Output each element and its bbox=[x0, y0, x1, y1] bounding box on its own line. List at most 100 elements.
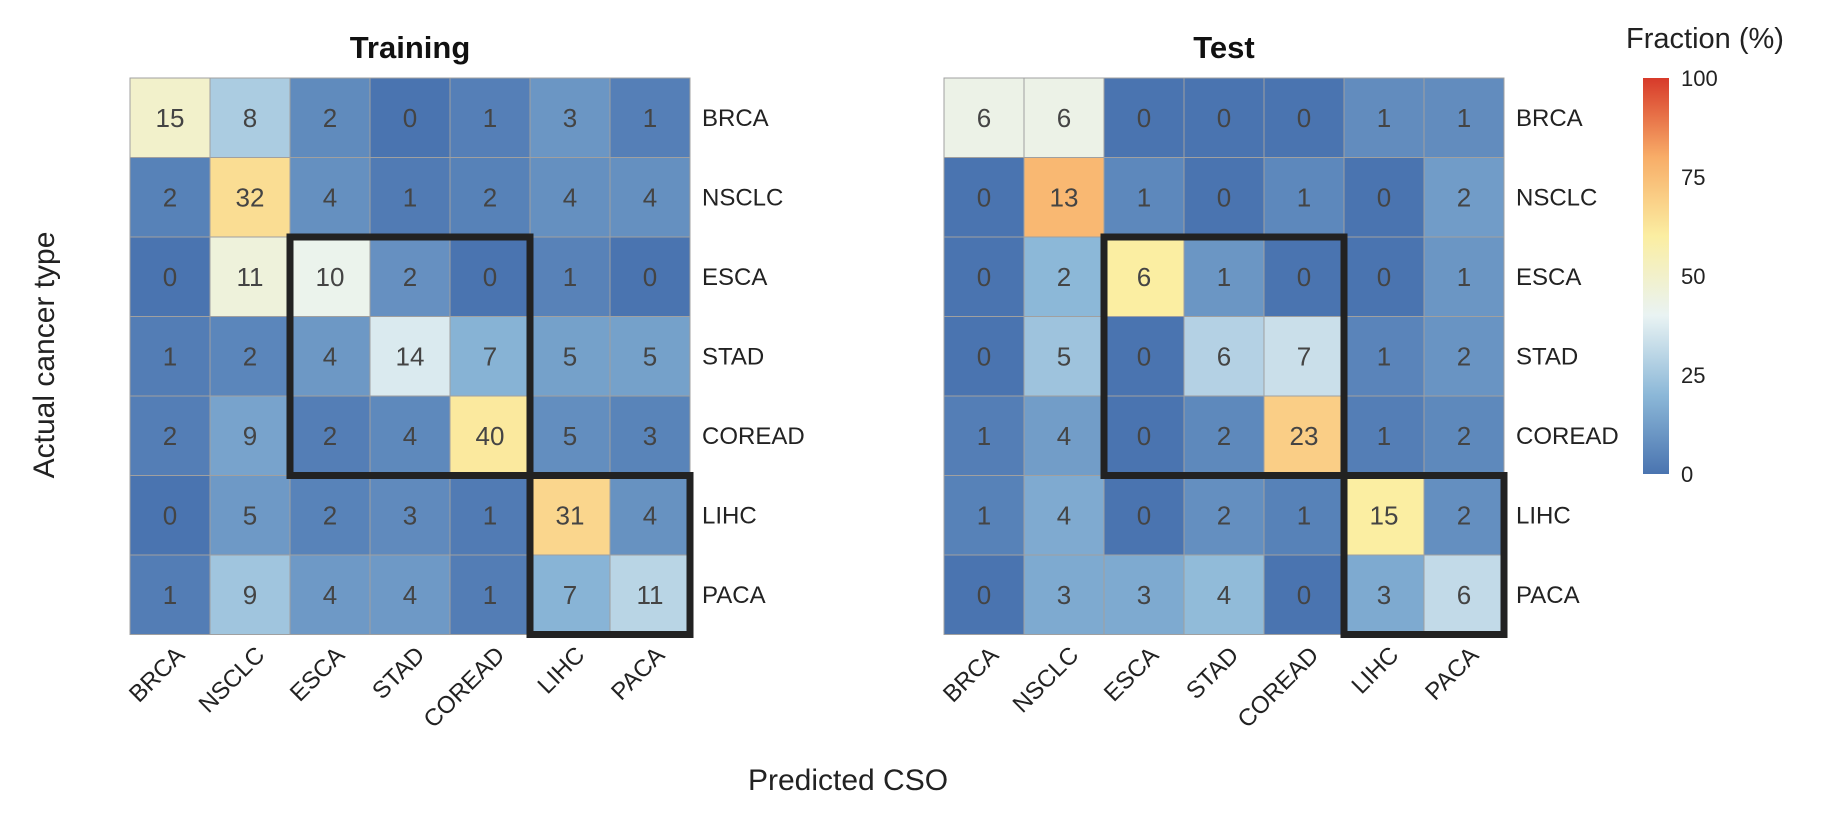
row-label: PACA bbox=[1516, 582, 1580, 609]
cell-value: 2 bbox=[1457, 500, 1471, 530]
heatmap-cell bbox=[129, 554, 211, 635]
heatmap-cell bbox=[449, 475, 531, 556]
cell-value: 3 bbox=[563, 103, 577, 133]
heatmap-cell bbox=[1183, 77, 1265, 158]
cell-value: 11 bbox=[637, 580, 664, 610]
heatmap-cell bbox=[1023, 236, 1105, 317]
cell-value: 1 bbox=[563, 262, 577, 292]
heatmap-cell bbox=[1343, 236, 1425, 317]
heatmap-cell bbox=[1263, 77, 1345, 158]
row-label: COREAD bbox=[1516, 423, 1619, 450]
cell-value: 0 bbox=[1377, 182, 1391, 212]
heatmap-cell bbox=[289, 236, 371, 317]
cell-value: 1 bbox=[163, 341, 177, 371]
cell-value: 40 bbox=[476, 421, 505, 451]
legend-tick-label: 25 bbox=[1681, 363, 1705, 388]
heatmap-cell bbox=[943, 157, 1025, 238]
row-label: LIHC bbox=[702, 502, 757, 529]
cell-value: 1 bbox=[1377, 103, 1391, 133]
heatmap-cell bbox=[1343, 554, 1425, 635]
cell-value: 2 bbox=[243, 341, 257, 371]
cell-value: 2 bbox=[1457, 341, 1471, 371]
heatmap-cell bbox=[369, 554, 451, 635]
highlight-box bbox=[1340, 472, 1508, 638]
cell-value: 4 bbox=[1057, 421, 1071, 451]
cell-value: 5 bbox=[643, 341, 657, 371]
row-label: LIHC bbox=[1516, 502, 1571, 529]
cell-value: 0 bbox=[977, 580, 991, 610]
cell-value: 2 bbox=[323, 421, 337, 451]
cell-value: 4 bbox=[643, 182, 657, 212]
heatmap-cell bbox=[1263, 157, 1345, 238]
cell-value: 8 bbox=[243, 103, 257, 133]
cell-value: 1 bbox=[1377, 341, 1391, 371]
cell-value: 4 bbox=[323, 182, 337, 212]
heatmap-cell bbox=[209, 77, 291, 158]
row-label: STAD bbox=[702, 343, 764, 370]
cell-value: 0 bbox=[483, 262, 497, 292]
cell-value: 1 bbox=[977, 421, 991, 451]
cell-value: 6 bbox=[1457, 580, 1471, 610]
heatmap-cell bbox=[1423, 475, 1505, 556]
heatmap-cell bbox=[449, 554, 531, 635]
cell-value: 9 bbox=[243, 580, 257, 610]
column-label: BRCA bbox=[124, 642, 190, 708]
cell-value: 23 bbox=[1290, 421, 1319, 451]
cell-value: 31 bbox=[556, 500, 585, 530]
cell-value: 0 bbox=[977, 182, 991, 212]
heatmap-cell bbox=[609, 395, 691, 476]
heatmap-cell bbox=[289, 77, 371, 158]
cell-value: 1 bbox=[1137, 182, 1151, 212]
cell-value: 1 bbox=[403, 182, 417, 212]
cell-value: 0 bbox=[1297, 103, 1311, 133]
heatmap-cell bbox=[943, 77, 1025, 158]
cell-value: 2 bbox=[1457, 182, 1471, 212]
cell-value: 2 bbox=[323, 500, 337, 530]
row-label: BRCA bbox=[702, 105, 769, 132]
cell-value: 32 bbox=[236, 182, 265, 212]
cell-value: 9 bbox=[243, 421, 257, 451]
cell-value: 1 bbox=[483, 580, 497, 610]
heatmap-cell bbox=[209, 475, 291, 556]
cell-value: 0 bbox=[163, 262, 177, 292]
heatmap-cell bbox=[1343, 157, 1425, 238]
cell-value: 4 bbox=[1057, 500, 1071, 530]
cell-value: 5 bbox=[563, 341, 577, 371]
heatmap-cell bbox=[369, 316, 451, 397]
legend-colorbar bbox=[1643, 78, 1669, 474]
cell-value: 7 bbox=[1297, 341, 1311, 371]
column-label: LIHC bbox=[532, 642, 590, 700]
column-label: BRCA bbox=[938, 642, 1004, 708]
cell-value: 2 bbox=[1457, 421, 1471, 451]
heatmap-cell bbox=[449, 157, 531, 238]
column-label: ESCA bbox=[285, 642, 350, 707]
cell-value: 4 bbox=[563, 182, 577, 212]
row-label: STAD bbox=[1516, 343, 1578, 370]
heatmap-cell bbox=[1423, 316, 1505, 397]
cell-value: 2 bbox=[1057, 262, 1071, 292]
cell-value: 0 bbox=[1297, 580, 1311, 610]
heatmap-cell bbox=[609, 157, 691, 238]
heatmap-cell bbox=[943, 316, 1025, 397]
cell-value: 2 bbox=[403, 262, 417, 292]
cell-value: 1 bbox=[1457, 262, 1471, 292]
color-legend: Fraction (%) 0 25 50 75 100 bbox=[1626, 23, 1784, 487]
cell-value: 0 bbox=[1137, 500, 1151, 530]
heatmap-cell bbox=[209, 316, 291, 397]
heatmap-cell bbox=[209, 236, 291, 317]
heatmap-cell bbox=[289, 157, 371, 238]
row-label: COREAD bbox=[702, 423, 805, 450]
column-label: PACA bbox=[1420, 642, 1484, 706]
cell-value: 2 bbox=[483, 182, 497, 212]
highlight-box bbox=[526, 472, 694, 638]
heatmap-cell bbox=[129, 157, 211, 238]
cell-value: 10 bbox=[316, 262, 345, 292]
y-axis-title: Actual cancer type bbox=[28, 232, 61, 479]
cell-value: 2 bbox=[163, 182, 177, 212]
cell-value: 7 bbox=[483, 341, 497, 371]
cell-value: 6 bbox=[977, 103, 991, 133]
row-label: NSCLC bbox=[702, 184, 783, 211]
cell-value: 3 bbox=[1137, 580, 1151, 610]
heatmap-cell bbox=[529, 554, 611, 635]
